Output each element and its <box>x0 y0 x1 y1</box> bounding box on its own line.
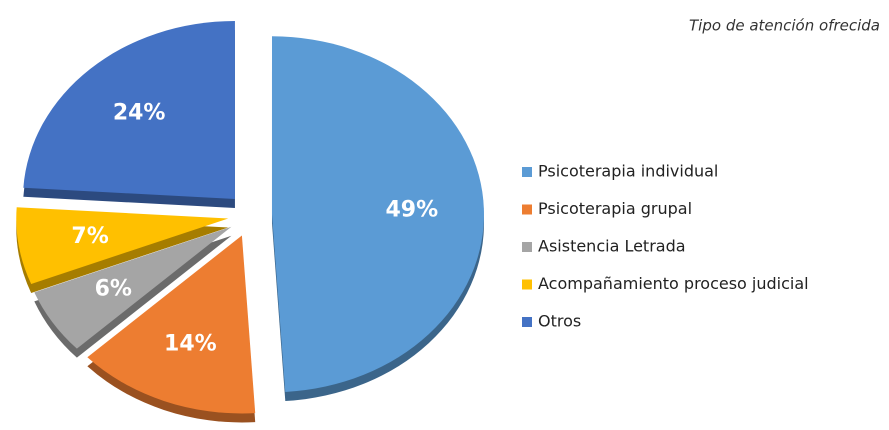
legend-label: Acompañamiento proceso judicial <box>538 274 809 293</box>
legend-label: Psicoterapia individual <box>538 162 718 181</box>
legend-swatch <box>522 204 532 215</box>
slice <box>16 207 229 284</box>
chart-title: Tipo de atención ofrecida <box>689 17 880 35</box>
slice <box>34 226 232 349</box>
legend-label: Psicoterapia grupal <box>538 199 692 218</box>
data-label: 6% <box>95 277 132 302</box>
slice <box>271 36 484 392</box>
data-label: 7% <box>71 224 108 249</box>
legend-label: Asistencia Letrada <box>538 237 686 256</box>
legend-label: Otros <box>538 312 581 331</box>
slice <box>87 235 256 414</box>
legend-swatch <box>522 317 532 327</box>
slice <box>23 20 235 199</box>
legend-swatch <box>522 242 532 252</box>
legend-swatch <box>522 167 532 177</box>
data-label: 49% <box>386 198 439 223</box>
data-label: 24% <box>113 100 166 125</box>
data-label: 14% <box>164 332 217 357</box>
legend-swatch <box>522 279 532 290</box>
